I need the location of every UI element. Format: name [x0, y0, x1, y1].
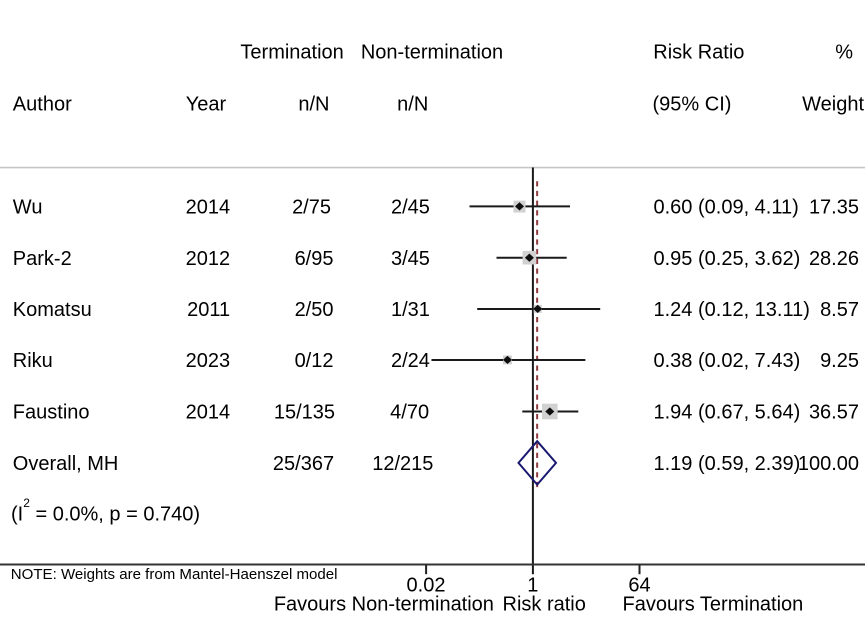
svg-text:(95% CI): (95% CI)	[653, 93, 732, 115]
svg-text:2/24: 2/24	[391, 350, 430, 372]
svg-text:NOTE: Weights are from Mantel-: NOTE: Weights are from Mantel-Haenszel m…	[11, 566, 338, 583]
svg-text:Favours Termination: Favours Termination	[622, 594, 803, 616]
svg-text:n/N: n/N	[298, 93, 329, 115]
svg-text:8.57: 8.57	[820, 299, 859, 321]
svg-text:2/45: 2/45	[391, 197, 430, 219]
svg-text:64: 64	[628, 575, 650, 597]
svg-text:Risk ratio: Risk ratio	[503, 594, 586, 616]
svg-text:Favours Non-termination: Favours Non-termination	[274, 594, 494, 616]
svg-text:1.19 (0.59, 2.39): 1.19 (0.59, 2.39)	[654, 453, 801, 475]
svg-text:Overall, MH: Overall, MH	[13, 453, 119, 475]
svg-text:n/N: n/N	[397, 93, 428, 115]
svg-text:25/367: 25/367	[273, 453, 334, 475]
svg-text:2011: 2011	[187, 299, 230, 321]
svg-text:9.25: 9.25	[820, 350, 859, 372]
svg-text:100.00: 100.00	[798, 453, 859, 475]
svg-text:Non-termination: Non-termination	[361, 41, 503, 63]
svg-text:Faustino: Faustino	[13, 402, 90, 424]
svg-text:Risk Ratio: Risk Ratio	[653, 41, 744, 63]
svg-text:0/12: 0/12	[295, 350, 334, 372]
svg-text:15/135: 15/135	[274, 402, 335, 424]
svg-text:%: %	[835, 41, 853, 63]
svg-text:0.95 (0.25, 3.62): 0.95 (0.25, 3.62)	[654, 248, 801, 270]
svg-text:28.26: 28.26	[809, 248, 859, 270]
svg-text:0.60 (0.09, 4.11): 0.60 (0.09, 4.11)	[654, 197, 799, 219]
svg-text:1: 1	[527, 575, 538, 597]
svg-text:0.38 (0.02, 7.43): 0.38 (0.02, 7.43)	[654, 350, 801, 372]
svg-text:1.24 (0.12, 13.11): 1.24 (0.12, 13.11)	[654, 299, 810, 321]
svg-text:Riku: Riku	[13, 350, 53, 372]
svg-text:1/31: 1/31	[391, 299, 430, 321]
svg-text:Komatsu: Komatsu	[13, 299, 92, 321]
svg-text:2023: 2023	[186, 350, 231, 372]
svg-text:2012: 2012	[186, 248, 231, 270]
svg-text:2/50: 2/50	[295, 299, 334, 321]
svg-text:Year: Year	[186, 93, 227, 115]
svg-text:Weight: Weight	[802, 93, 864, 115]
svg-text:12/215: 12/215	[372, 453, 433, 475]
svg-text:Author: Author	[13, 93, 72, 115]
svg-text:3/45: 3/45	[391, 248, 430, 270]
svg-text:2/75: 2/75	[292, 197, 331, 219]
svg-text:2014: 2014	[186, 402, 231, 424]
svg-text:6/95: 6/95	[295, 248, 334, 270]
svg-text:36.57: 36.57	[809, 402, 859, 424]
svg-text:Wu: Wu	[13, 197, 43, 219]
svg-text:4/70: 4/70	[390, 402, 429, 424]
svg-text:2014: 2014	[186, 197, 231, 219]
svg-text:Park-2: Park-2	[13, 248, 72, 270]
svg-text:Termination: Termination	[240, 41, 343, 63]
svg-text:0.02: 0.02	[407, 575, 446, 597]
svg-text:17.35: 17.35	[809, 197, 859, 219]
svg-text:1.94 (0.67, 5.64): 1.94 (0.67, 5.64)	[654, 402, 801, 424]
